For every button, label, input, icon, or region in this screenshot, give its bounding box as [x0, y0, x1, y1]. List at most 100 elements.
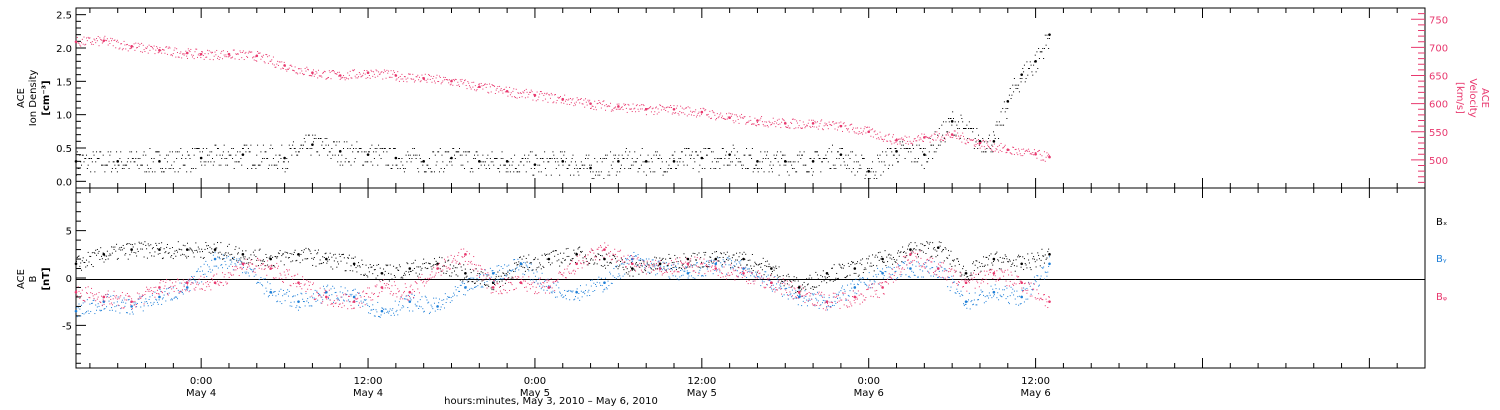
velocity-sample — [510, 92, 512, 94]
density-sample — [1006, 118, 1008, 119]
by-sample — [433, 297, 435, 299]
bx-sample — [702, 266, 704, 268]
density-sample — [98, 158, 100, 159]
density-sample — [680, 158, 682, 159]
velocity-sample — [781, 121, 783, 123]
velocity-sample — [338, 75, 340, 77]
bx-sample — [693, 264, 695, 266]
density-sample — [547, 161, 549, 163]
bx-sample — [429, 263, 431, 265]
bx-sample — [609, 262, 611, 264]
by-sample — [800, 296, 802, 298]
density-sample — [779, 164, 781, 166]
bx-sample — [993, 259, 995, 261]
density-sample — [1020, 81, 1022, 83]
density-sample — [1007, 108, 1009, 109]
by-sample — [408, 310, 410, 312]
velocity-sample — [161, 48, 163, 50]
velocity-sample — [994, 150, 996, 152]
by-sample — [233, 259, 235, 261]
velocity-sample — [585, 98, 587, 100]
by-sample — [438, 302, 440, 304]
by-sample — [523, 261, 525, 263]
by-sample — [375, 309, 377, 311]
by-sample — [888, 276, 890, 278]
density-sample — [657, 158, 659, 159]
bx-sample — [370, 266, 372, 268]
bx-sample — [679, 267, 681, 269]
density-sample — [890, 148, 892, 149]
density-sample — [1016, 84, 1018, 86]
bx-sample — [301, 250, 303, 252]
by-sample — [863, 281, 865, 283]
density-sample — [952, 118, 954, 119]
density-sample — [934, 131, 936, 133]
density-sample — [1041, 51, 1043, 53]
velocity-sample — [786, 126, 788, 128]
density-sample — [554, 158, 556, 159]
by-sample — [654, 266, 656, 268]
density-sample — [758, 168, 760, 169]
bx-sample — [224, 253, 226, 255]
by-sample — [228, 265, 230, 267]
by-sample — [791, 289, 793, 291]
by-sample — [424, 295, 426, 297]
bx-sample — [989, 268, 991, 270]
by-sample — [396, 309, 398, 311]
density-sample — [792, 161, 794, 163]
density-sample — [434, 154, 436, 156]
bx-sample — [194, 250, 196, 252]
velocity-sample — [453, 79, 455, 81]
bx-sample — [1031, 252, 1033, 254]
velocity-sample — [85, 43, 87, 45]
by-sample — [365, 299, 367, 301]
velocity-sample — [662, 106, 664, 108]
bx-sample — [272, 256, 274, 258]
by-point — [130, 305, 133, 308]
by-point — [686, 271, 690, 275]
by-sample — [157, 303, 159, 305]
bx-sample — [1033, 256, 1035, 258]
by-sample — [697, 275, 699, 277]
by-sample — [90, 311, 92, 313]
density-sample — [724, 158, 726, 159]
velocity-sample — [777, 124, 779, 126]
density-sample — [398, 158, 400, 159]
bx-sample — [127, 258, 129, 260]
bx-sample — [176, 249, 178, 251]
bx-sample — [1023, 258, 1025, 260]
by-sample — [895, 270, 897, 272]
density-sample — [615, 174, 617, 176]
by-sample — [737, 275, 739, 277]
by-sample — [825, 301, 827, 303]
velocity-sample — [1008, 149, 1010, 151]
velocity-sample — [224, 56, 226, 58]
bx-sample — [878, 259, 880, 261]
density-sample — [1039, 51, 1041, 53]
by-sample — [441, 299, 443, 301]
bx-sample — [428, 262, 430, 264]
density-sample — [404, 168, 406, 169]
by-sample — [862, 277, 864, 279]
by-sample — [367, 304, 369, 306]
bx-sample — [399, 266, 401, 268]
bx-sample — [777, 276, 779, 278]
by-sample — [482, 286, 484, 288]
bx-sample — [835, 277, 837, 279]
by-sample — [476, 277, 478, 279]
by-sample — [870, 287, 872, 289]
bx-sample — [650, 268, 652, 270]
bx-sample — [177, 241, 179, 243]
velocity-sample — [503, 89, 505, 91]
by-sample — [528, 270, 530, 272]
by-sample — [736, 270, 738, 272]
bx-sample — [852, 262, 854, 264]
velocity-sample — [820, 120, 822, 122]
by-sample — [754, 276, 756, 278]
density-sample — [811, 168, 813, 169]
density-sample — [741, 164, 743, 166]
bx-sample — [546, 258, 548, 260]
bx-sample — [167, 252, 169, 254]
by-sample — [622, 275, 624, 277]
density-sample — [151, 171, 153, 173]
